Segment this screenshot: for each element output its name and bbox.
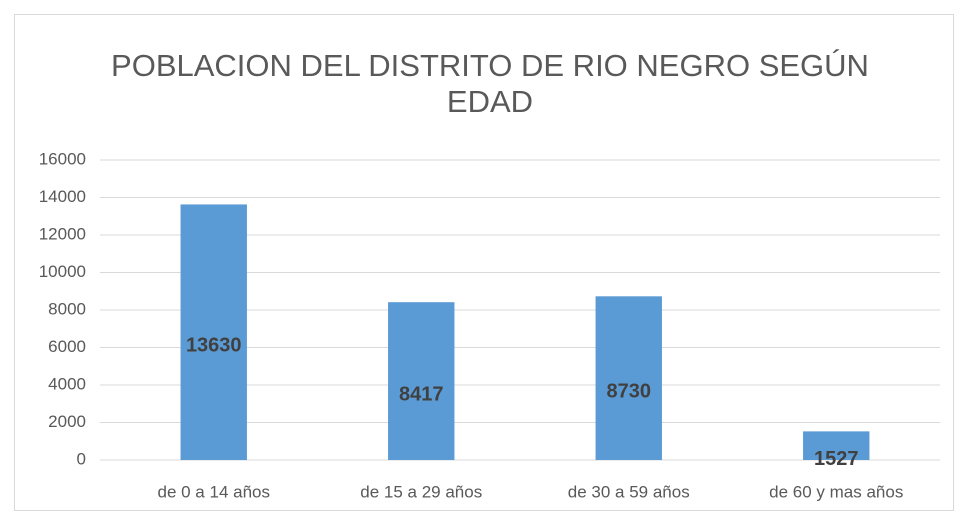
x-tick-label: de 30 a 59 años [568, 482, 690, 501]
x-tick-label: de 60 y mas años [769, 482, 903, 501]
y-tick-label: 0 [77, 449, 86, 468]
value-label: 13630 [186, 335, 242, 357]
bar [595, 296, 662, 460]
bar [180, 204, 247, 460]
x-tick-label: de 15 a 29 años [360, 482, 482, 501]
y-tick-label: 4000 [48, 374, 86, 393]
y-tick-label: 16000 [39, 149, 86, 168]
y-tick-label: 2000 [48, 412, 86, 431]
chart-frame [14, 14, 954, 511]
x-tick-label: de 0 a 14 años [158, 482, 270, 501]
y-tick-label: 12000 [39, 224, 86, 243]
y-tick-label: 6000 [48, 337, 86, 356]
y-tick-label: 8000 [48, 299, 86, 318]
value-label: 8417 [399, 383, 444, 405]
y-tick-label: 14000 [39, 187, 86, 206]
y-tick-label: 10000 [39, 262, 86, 281]
chart-title: POBLACION DEL DISTRITO DE RIO NEGRO SEGÚ… [111, 48, 869, 119]
value-label: 8730 [607, 380, 652, 402]
bar [803, 431, 870, 460]
value-label: 1527 [814, 448, 859, 470]
bar [388, 302, 455, 460]
